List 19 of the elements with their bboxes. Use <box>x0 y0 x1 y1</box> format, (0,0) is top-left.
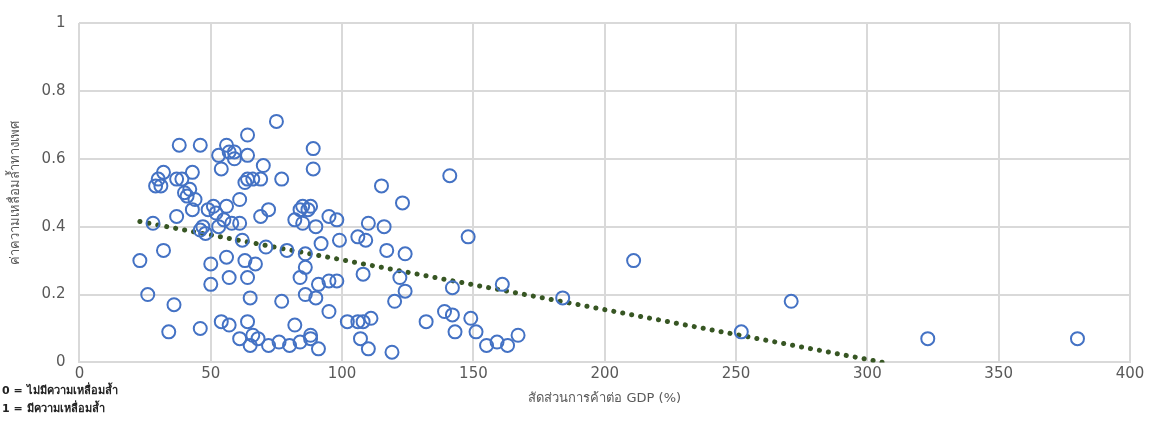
x-tick-label: 400 <box>1115 364 1145 383</box>
y-tick-label: 0.4 <box>41 216 66 235</box>
x-tick-label: 150 <box>459 364 488 383</box>
y-tick-label: 0.6 <box>41 148 66 167</box>
y-axis-title: ค่าความเหลื่อมล้ำทางเพศ <box>5 119 23 265</box>
x-tick-label: 300 <box>853 364 882 383</box>
x-tick-label: 0 <box>74 364 85 383</box>
text: 1 = มีความเหลื่อมล้ำ <box>2 400 106 417</box>
y-tick-label: 0.8 <box>41 80 66 99</box>
y-tick-label: 1 <box>55 12 66 31</box>
x-tick-label: 350 <box>984 364 1013 383</box>
x-tick-label: 50 <box>201 364 221 383</box>
text: 0 = ไม่มีความเหลื่อมล้ำ <box>2 382 118 399</box>
x-tick-label: 200 <box>590 364 620 383</box>
x-tick-label: 250 <box>721 364 751 383</box>
x-tick-label: 100 <box>327 364 357 383</box>
y-tick-label: 0 <box>55 352 66 371</box>
y-tick-label: 0.2 <box>41 284 66 303</box>
x-axis-title: สัดส่วนการค้าต่อ GDP (%) <box>528 389 682 405</box>
